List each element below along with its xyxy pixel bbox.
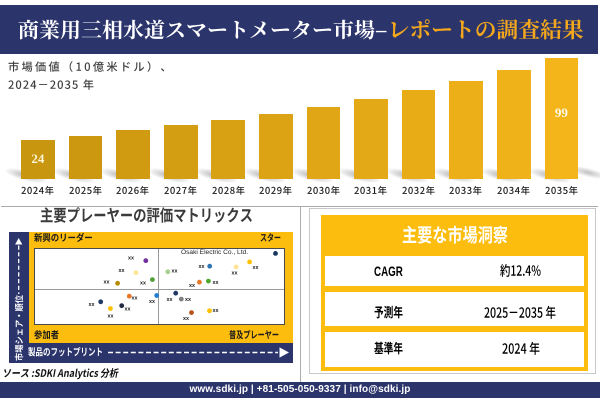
svg-text:xx: xx xyxy=(104,279,110,285)
svg-text:xx: xx xyxy=(185,297,191,303)
svg-text:xx: xx xyxy=(140,280,146,286)
svg-text:xx: xx xyxy=(213,308,219,314)
svg-text:xx: xx xyxy=(232,270,238,276)
svg-text:xx: xx xyxy=(213,280,219,286)
svg-text:xx: xx xyxy=(132,295,138,301)
svg-text:xx: xx xyxy=(167,297,173,303)
svg-text:xx: xx xyxy=(253,265,259,271)
svg-text:xx: xx xyxy=(128,255,134,261)
svg-text:xx: xx xyxy=(89,302,95,308)
svg-text:xx: xx xyxy=(189,283,195,289)
svg-text:xx: xx xyxy=(183,316,189,322)
svg-text:xx: xx xyxy=(149,299,155,305)
svg-text:xx: xx xyxy=(119,268,125,274)
svg-text:xx: xx xyxy=(108,313,114,319)
svg-text:xx: xx xyxy=(172,268,178,274)
svg-text:xx: xx xyxy=(125,306,131,312)
svg-text:xx: xx xyxy=(199,264,205,270)
